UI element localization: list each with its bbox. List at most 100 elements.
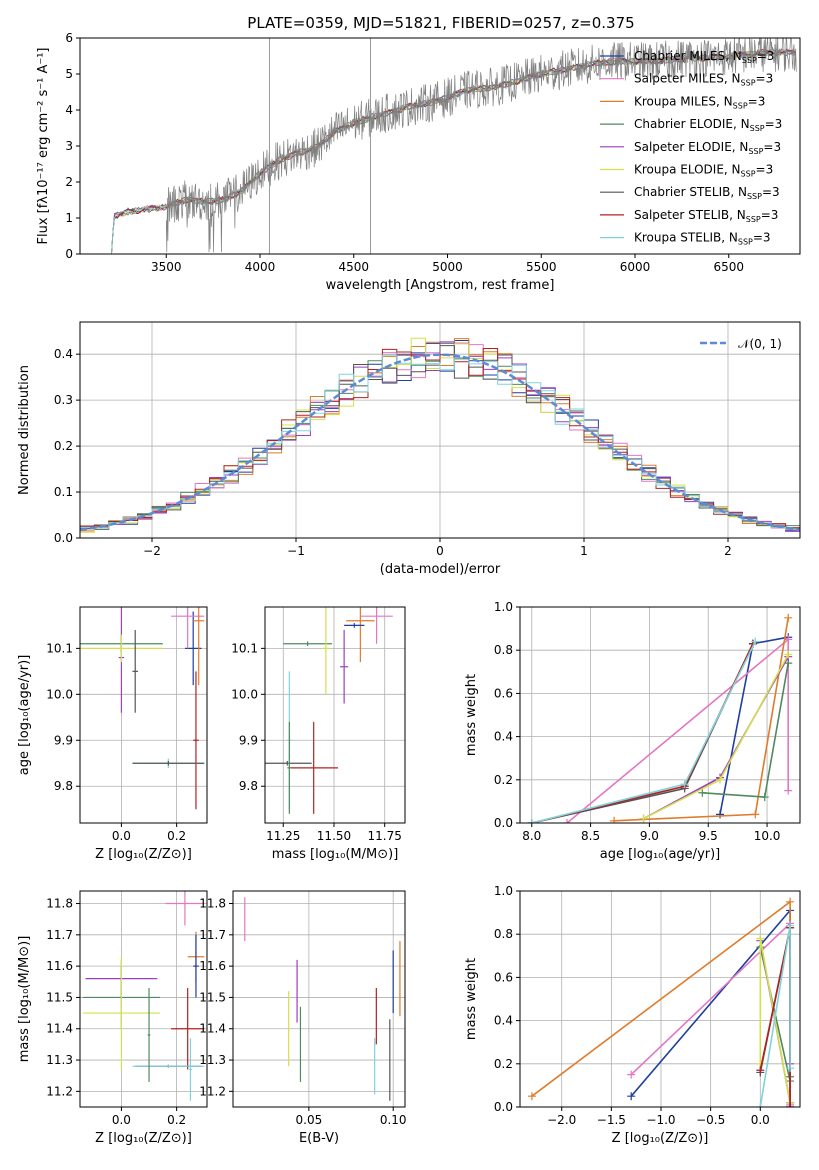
y-tick-label: 1 bbox=[65, 211, 73, 225]
age-vs-metallicity-panel: 0.0 0.2 9.8 9.9 10.0 10.1 Z [log₁₀(Z/Z⊙)] age [… bbox=[17, 606, 208, 862]
data-point-marker bbox=[786, 1064, 795, 1073]
x-tick-label: 0.0 bbox=[751, 1113, 770, 1127]
x-tick-label: 0.0 bbox=[112, 829, 131, 843]
y-tick-label: 11.5 bbox=[199, 990, 226, 1004]
data-point-marker bbox=[527, 819, 536, 823]
x-tick-label: 11.75 bbox=[368, 829, 402, 843]
y-tick-label: 6 bbox=[65, 31, 73, 45]
y-axis-label: mass [log₁₀(M/M⊙)] bbox=[17, 936, 32, 1063]
data-point-marker bbox=[784, 650, 793, 659]
y-tick-label: 9.8 bbox=[239, 779, 258, 793]
y-tick-label: 0.2 bbox=[494, 773, 513, 787]
spectrum-panel: 3500 4000 4500 5000 5500 6000 6500 0 1 2 3 4 5 6 wavel… bbox=[36, 31, 801, 293]
axes-frame bbox=[264, 606, 406, 824]
x-tick-label: −2 bbox=[143, 544, 161, 558]
data-point-marker bbox=[610, 816, 619, 823]
x-axis-label: mass [log₁₀(M/M⊙)] bbox=[272, 847, 399, 862]
y-tick-label: 11.3 bbox=[199, 1053, 226, 1067]
y-tick-label: 1.0 bbox=[494, 884, 513, 898]
data-point-marker bbox=[563, 819, 572, 823]
x-tick-label: 8.5 bbox=[581, 829, 600, 843]
x-tick-label: −0.5 bbox=[696, 1113, 725, 1127]
legend-entry-label: Salpeter STELIB, NSSP=3 bbox=[634, 208, 778, 224]
figure-title: PLATE=0359, MJD=51821, FIBERID=0257, z=0… bbox=[247, 14, 634, 32]
x-tick-label: −1.5 bbox=[597, 1113, 626, 1127]
y-tick-label: 9.9 bbox=[54, 733, 73, 747]
y-axis-label: mass weight bbox=[464, 958, 479, 1040]
x-tick-label: −1.0 bbox=[646, 1113, 675, 1127]
histogram-step bbox=[80, 348, 800, 529]
y-tick-label: 5 bbox=[65, 67, 73, 81]
legend-entry-label: Chabrier MILES, NSSP=3 bbox=[634, 49, 774, 65]
plot-area bbox=[80, 337, 800, 533]
mass-vs-metallicity-panel: 0.0 0.2 11.2 11.3 11.4 11.5 11.6 11.7 11.8 Z [log… bbox=[17, 890, 208, 1146]
y-tick-label: 10.1 bbox=[231, 641, 258, 655]
axes-frame bbox=[79, 606, 208, 824]
massweight-vs-metallicity-panel: −2.0 −1.5 −1.0 −0.5 0.0 0.0 0.2 0.4 0.6 0.8 1.0 Z [… bbox=[464, 884, 801, 1146]
x-tick-label: 8.0 bbox=[522, 829, 541, 843]
x-tick-label: 4500 bbox=[338, 260, 369, 274]
legend-entry-label: Salpeter ELODIE, NSSP=3 bbox=[634, 140, 781, 156]
y-tick-label: 9.8 bbox=[54, 779, 73, 793]
x-tick-label: 4000 bbox=[245, 260, 276, 274]
y-tick-label: 2 bbox=[65, 175, 73, 189]
axes-frame bbox=[79, 890, 208, 1108]
age-vs-mass-panel: 11.25 11.50 11.75 9.8 9.9 10.0 10.1 mass [log₁₀… bbox=[231, 606, 406, 862]
x-tick-label: 9.0 bbox=[640, 829, 659, 843]
legend-entry-label: Salpeter MILES, NSSP=3 bbox=[634, 72, 773, 88]
axes-frame bbox=[232, 890, 406, 1108]
x-tick-label: 10.0 bbox=[754, 829, 781, 843]
y-tick-label: 11.8 bbox=[46, 897, 73, 911]
data-point-marker bbox=[784, 613, 793, 622]
axes-frame bbox=[79, 37, 801, 255]
y-tick-label: 9.9 bbox=[239, 733, 258, 747]
x-tick-label: −1 bbox=[287, 544, 305, 558]
x-tick-label: 11.25 bbox=[266, 829, 300, 843]
x-tick-label: 0.2 bbox=[167, 1113, 186, 1127]
y-tick-label: 0.3 bbox=[54, 393, 73, 407]
axes-frame bbox=[519, 890, 801, 1108]
y-tick-label: 4 bbox=[65, 103, 73, 117]
y-tick-label: 11.8 bbox=[199, 897, 226, 911]
x-axis-label: Z [log₁₀(Z/Z⊙)] bbox=[95, 1131, 192, 1146]
x-tick-label: 1 bbox=[580, 544, 588, 558]
x-tick-label: 11.50 bbox=[317, 829, 351, 843]
x-tick-label: 5000 bbox=[432, 260, 463, 274]
y-tick-label: 11.5 bbox=[46, 990, 73, 1004]
x-tick-label: 9.5 bbox=[699, 829, 718, 843]
legend-entry-label: Chabrier ELODIE, NSSP=3 bbox=[634, 117, 782, 133]
observed-spectrum-line bbox=[165, 38, 797, 253]
y-axis-label: Flux [fλ10⁻¹⁷ erg cm⁻² s⁻¹ A⁻¹] bbox=[36, 48, 51, 245]
legend-entry-label: Chabrier STELIB, NSSP=3 bbox=[634, 185, 780, 201]
y-tick-label: 0.2 bbox=[494, 1057, 513, 1071]
legend-entry-label: 𝒩(0, 1) bbox=[738, 337, 782, 351]
y-tick-label: 0.8 bbox=[494, 643, 513, 657]
y-tick-label: 11.4 bbox=[199, 1022, 226, 1036]
x-axis-label: Z [log₁₀(Z/Z⊙)] bbox=[95, 847, 192, 862]
y-tick-label: 0.8 bbox=[494, 927, 513, 941]
data-point-marker bbox=[639, 814, 648, 823]
y-tick-label: 11.2 bbox=[46, 1084, 73, 1098]
y-tick-label: 11.6 bbox=[199, 959, 226, 973]
y-tick-label: 0.0 bbox=[494, 816, 513, 830]
data-point-marker bbox=[751, 637, 760, 646]
data-point-marker bbox=[786, 921, 795, 930]
mass-vs-ebv-panel: 0.05 0.10 11.2 11.3 11.4 11.5 11.6 11.7 11.8 E(B-… bbox=[199, 890, 407, 1146]
plot-area bbox=[527, 897, 795, 1107]
x-tick-label: 3500 bbox=[151, 260, 182, 274]
data-point-marker bbox=[784, 786, 793, 795]
x-axis-label: age [log₁₀(age/yr)] bbox=[600, 847, 721, 862]
residual-histogram-panel: −2 −1 0 1 2 0.0 0.1 0.2 0.3 0.4 (data-model)/error… bbox=[17, 321, 801, 577]
massweight-line bbox=[566, 637, 789, 823]
y-tick-label: 0.0 bbox=[54, 531, 73, 545]
data-point-marker bbox=[716, 775, 724, 784]
x-tick-label: 0 bbox=[436, 544, 444, 558]
data-point-marker bbox=[716, 810, 724, 819]
y-tick-label: 11.6 bbox=[46, 959, 73, 973]
y-tick-label: 3 bbox=[65, 139, 73, 153]
data-point-marker bbox=[527, 1092, 536, 1101]
data-point-marker bbox=[756, 1066, 765, 1075]
x-tick-label: 0.10 bbox=[380, 1113, 407, 1127]
legend-entry-label: Kroupa MILES, NSSP=3 bbox=[634, 94, 765, 110]
